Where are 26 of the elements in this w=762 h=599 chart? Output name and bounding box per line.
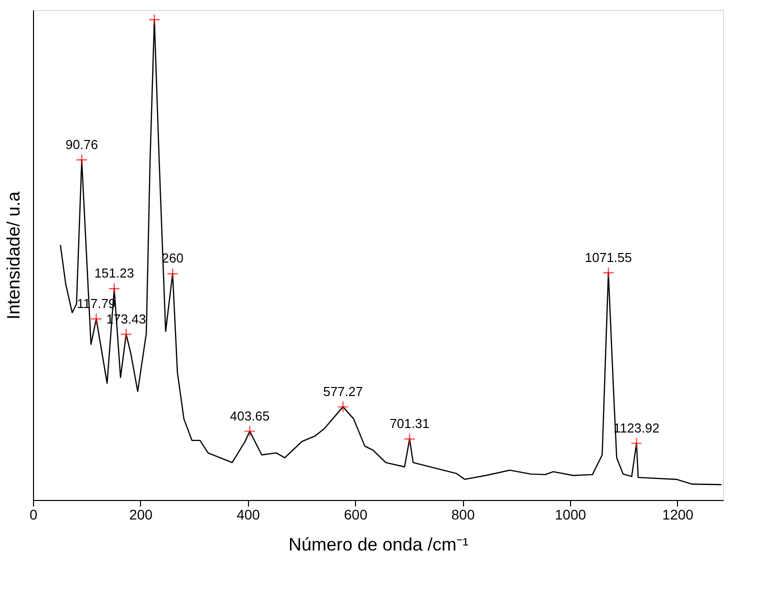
point (630, 437, 642, 450)
point (108, 282, 120, 294)
x-tick-label: 800 (451, 506, 475, 522)
point (404, 433, 416, 445)
annotation: 701.31 (390, 416, 430, 431)
annotation: 403.65 (230, 408, 270, 424)
annotation: 151.23 (94, 266, 134, 281)
point (244, 425, 256, 438)
x-tick-label: 1000 (554, 506, 586, 522)
x-tick-label: 1200 (662, 506, 694, 522)
x-axis-title: Número de onda /cm⁻¹ (288, 534, 469, 554)
annotation: 90.76 (65, 136, 98, 152)
x-tick-label: 400 (236, 506, 260, 522)
point (148, 14, 160, 26)
x-tick-label: 0 (30, 506, 38, 522)
point (337, 400, 349, 413)
point (90, 313, 102, 325)
point (120, 328, 132, 340)
annotation: 1071.55 (584, 250, 632, 265)
annotation: 577.27 (323, 384, 363, 399)
y-axis-title: Intensidade/ u.a (4, 190, 24, 320)
point (166, 268, 178, 280)
point (76, 154, 88, 166)
x-tick-label: 600 (344, 506, 368, 522)
x-tick-label: 200 (129, 506, 153, 522)
point (602, 266, 614, 279)
